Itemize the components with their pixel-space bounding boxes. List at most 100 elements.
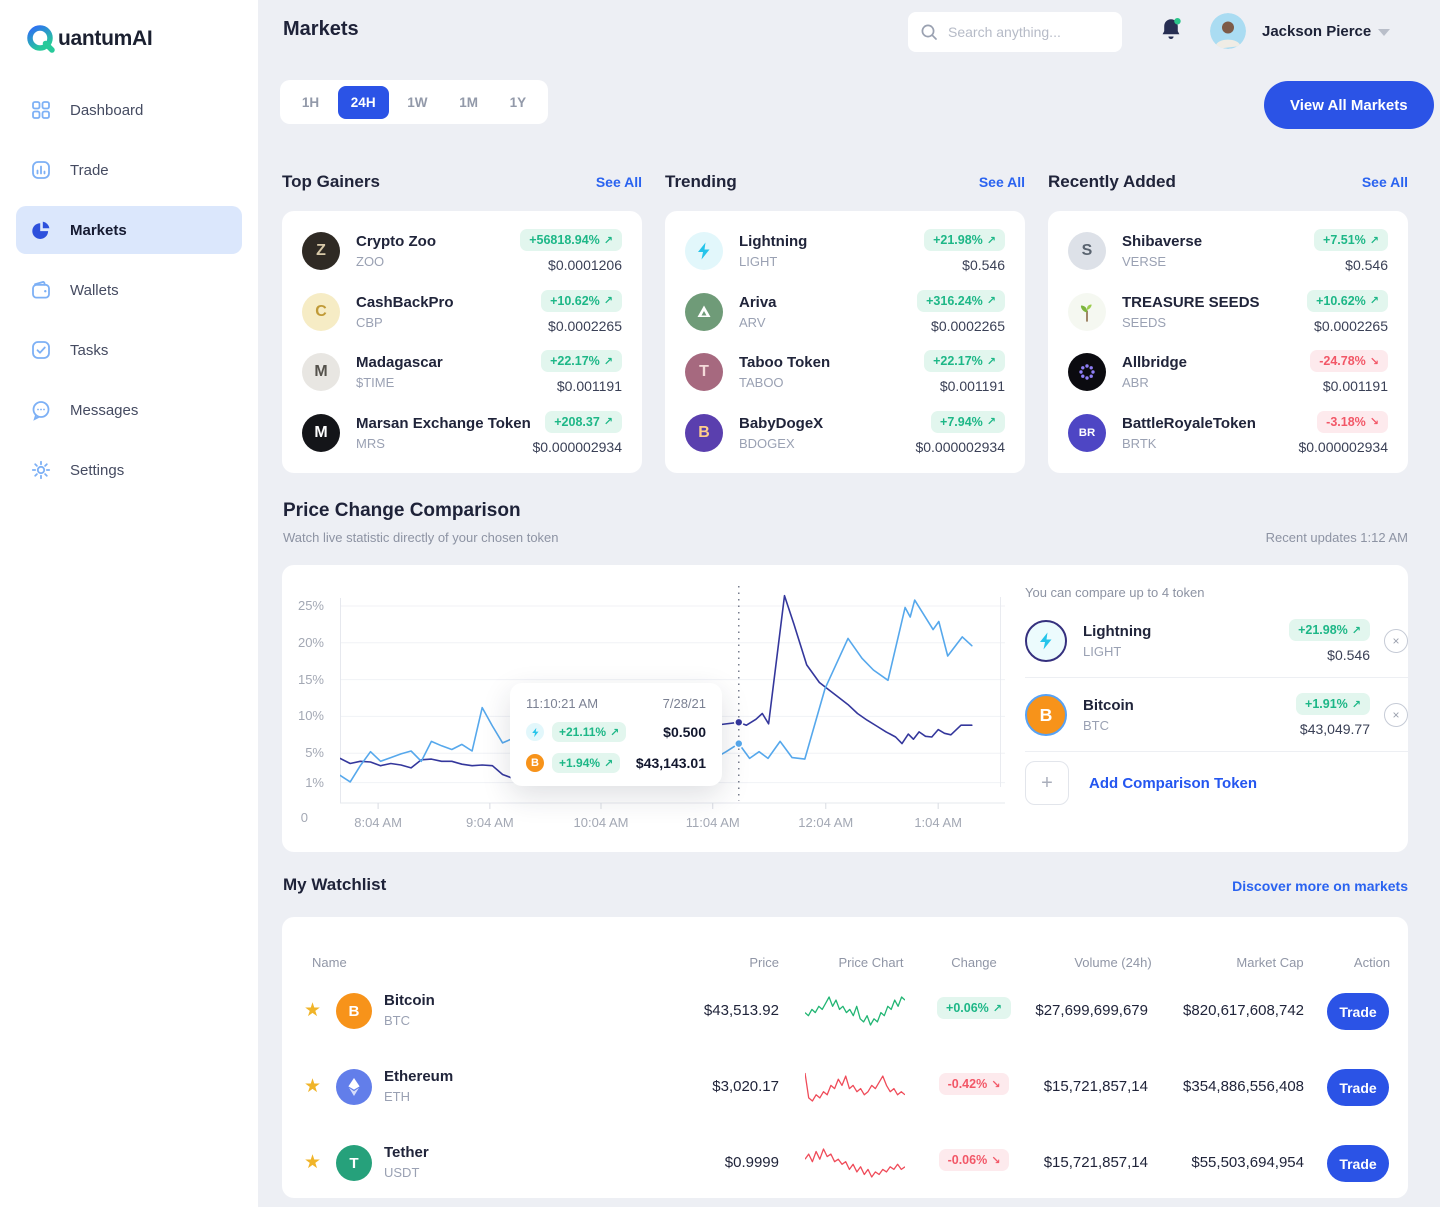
- token-symbol: SEEDS: [1122, 314, 1167, 330]
- token-price: $0.0002265: [931, 317, 1005, 334]
- chart-tooltip: 11:10:21 AM 7/28/21 +21.11% ↗ $0.500 B +1.94…: [510, 683, 722, 786]
- token-row[interactable]: Allbridge ABR -24.78% ↘ $0.001191: [1068, 342, 1388, 403]
- change-badge: +22.17% ↗: [541, 350, 622, 373]
- favorite-star-icon[interactable]: ★: [304, 1000, 322, 1021]
- plus-icon: +: [1025, 761, 1069, 805]
- tooltip-value: $43,143.01: [635, 755, 706, 771]
- sidebar-item-markets[interactable]: Markets: [16, 206, 242, 254]
- token-row[interactable]: Z Crypto Zoo ZOO +56818.94% ↗ $0.0001206: [302, 221, 622, 282]
- view-all-markets-button[interactable]: View All Markets: [1264, 81, 1434, 129]
- arrow-up-right-icon: ↗: [610, 726, 620, 739]
- compare-token-row: B Bitcoin BTC +1.91% ↗ $43,049.77 ×: [1025, 683, 1408, 747]
- token-symbol: BRTK: [1122, 435, 1157, 451]
- token-row[interactable]: M Marsan Exchange Token MRS +208.37 ↗ $0.0000…: [302, 403, 622, 464]
- token-name: Taboo Token: [739, 354, 831, 372]
- change-badge: +7.94% ↗: [931, 410, 1005, 433]
- markets-icon: [30, 219, 52, 241]
- token-symbol: LIGHT: [1083, 644, 1122, 659]
- token-list-card: Z Crypto Zoo ZOO +56818.94% ↗ $0.0001206 C Cash…: [282, 211, 642, 473]
- token-price: $0.001191: [1322, 378, 1388, 395]
- avatar[interactable]: [1210, 13, 1246, 49]
- tooltip-time: 11:10:21 AM: [526, 696, 599, 711]
- remove-token-button[interactable]: ×: [1384, 629, 1408, 653]
- sidebar-item-label: Trade: [70, 161, 109, 179]
- token-icon-letter: M: [302, 353, 340, 392]
- time-tab-1h[interactable]: 1H: [301, 94, 320, 110]
- arrow-up-right-icon: ↗: [603, 355, 613, 368]
- token-row[interactable]: Ariva ARV +316.24% ↗ $0.0002265: [685, 282, 1005, 343]
- column-header-market-cap: Market Cap: [1236, 955, 1304, 970]
- token-price: $43,049.77: [1299, 721, 1370, 737]
- arrow-up-right-icon: ↗: [986, 416, 996, 429]
- token-symbol: LIGHT: [739, 254, 778, 270]
- token-symbol: TABOO: [739, 375, 784, 391]
- watchlist-row-tether: ★ T Tether USDT $0.9999 -0.06% ↘ $15,721,857,14…: [282, 1125, 1408, 1201]
- arrow-up-right-icon: ↗: [604, 757, 614, 770]
- y-axis-label: 10%: [297, 708, 324, 724]
- see-all-link[interactable]: See All: [595, 174, 642, 190]
- token-symbol: BTC: [1083, 718, 1109, 733]
- column-header-name: Name: [312, 955, 347, 970]
- user-name[interactable]: Jackson Pierce: [1262, 23, 1372, 40]
- time-tab-24h[interactable]: 24H: [337, 85, 389, 119]
- arrow-up-right-icon: ↗: [986, 295, 996, 308]
- remove-token-button[interactable]: ×: [1384, 703, 1408, 727]
- sidebar-item-wallets[interactable]: Wallets: [16, 266, 242, 314]
- tooltip-row: +21.11% ↗ $0.500: [526, 722, 706, 742]
- see-all-link[interactable]: See All: [1361, 174, 1408, 190]
- add-comparison-token-button[interactable]: + Add Comparison Token: [1025, 761, 1257, 805]
- token-list-card: Lightning LIGHT +21.98% ↗ $0.546 Ariva ARV +316…: [665, 211, 1025, 473]
- token-icon-letter: M: [302, 413, 340, 452]
- chevron-down-icon[interactable]: [1378, 29, 1390, 36]
- notification-bell-icon[interactable]: [1158, 16, 1184, 49]
- sidebar-item-dashboard[interactable]: Dashboard: [16, 86, 242, 134]
- see-all-link[interactable]: See All: [978, 174, 1025, 190]
- search-input[interactable]: [946, 23, 1110, 41]
- volume-cell: $27,699,699,679: [1035, 1002, 1148, 1019]
- price-sparkline: [804, 993, 906, 1033]
- search-icon: [920, 23, 938, 41]
- time-tab-1w[interactable]: 1W: [407, 94, 428, 110]
- arrow-down-right-icon: ↘: [1369, 355, 1379, 368]
- column-header-price: Price: [749, 955, 779, 970]
- token-name: CashBackPro: [356, 293, 454, 311]
- trade-button[interactable]: Trade: [1327, 1145, 1389, 1182]
- token-row[interactable]: B BabyDogeX BDOGEX +7.94% ↗ $0.000002934: [685, 403, 1005, 464]
- time-tab-1m[interactable]: 1M: [459, 94, 478, 110]
- token-name: TREASURE SEEDS: [1122, 293, 1260, 311]
- favorite-star-icon[interactable]: ★: [304, 1152, 322, 1173]
- favorite-star-icon[interactable]: ★: [304, 1076, 322, 1097]
- trade-button[interactable]: Trade: [1327, 1069, 1389, 1106]
- token-name: BabyDogeX: [739, 414, 824, 432]
- token-row[interactable]: C CashBackPro CBP +10.62% ↗ $0.0002265: [302, 282, 622, 343]
- token-name: Ariva: [739, 293, 777, 311]
- token-name: Bitcoin: [384, 992, 435, 1009]
- token-row[interactable]: S Shibaverse VERSE +7.51% ↗ $0.546: [1068, 221, 1388, 282]
- token-icon-letter: BR: [1068, 413, 1106, 452]
- token-price: $0.001191: [556, 378, 622, 395]
- token-symbol: $TIME: [356, 375, 395, 391]
- sidebar-item-tasks[interactable]: Tasks: [16, 326, 242, 374]
- token-row[interactable]: T Taboo Token TABOO +22.17% ↗ $0.001191: [685, 342, 1005, 403]
- dashboard-icon: [30, 99, 52, 121]
- y-axis-label: 5%: [305, 745, 324, 761]
- arrow-up-right-icon: ↗: [986, 234, 996, 247]
- change-badge: -24.78% ↘: [1310, 350, 1388, 373]
- arrow-up-right-icon: ↗: [603, 234, 613, 247]
- sidebar-item-messages[interactable]: Messages: [16, 386, 242, 434]
- token-row[interactable]: M Madagascar $TIME +22.17% ↗ $0.001191: [302, 342, 622, 403]
- token-icon-ariva: [685, 292, 723, 331]
- change-cell: -0.42% ↘: [914, 1073, 1034, 1095]
- discover-more-link[interactable]: Discover more on markets: [1232, 878, 1408, 894]
- token-row[interactable]: BR BattleRoyaleToken BRTK -3.18% ↘ $0.0000029…: [1068, 403, 1388, 464]
- token-row[interactable]: TREASURE SEEDS SEEDS +10.62% ↗ $0.0002265: [1068, 282, 1388, 343]
- volume-cell: $15,721,857,14: [1043, 1078, 1148, 1095]
- time-tab-1y[interactable]: 1Y: [509, 94, 527, 110]
- sidebar-item-trade[interactable]: Trade: [16, 146, 242, 194]
- search-box[interactable]: [908, 12, 1122, 52]
- token-row[interactable]: Lightning LIGHT +21.98% ↗ $0.546: [685, 221, 1005, 282]
- token-price: $0.0002265: [548, 317, 622, 334]
- arrow-down-right-icon: ↘: [991, 1154, 1001, 1167]
- sidebar-item-settings[interactable]: Settings: [16, 446, 242, 494]
- trade-button[interactable]: Trade: [1327, 993, 1389, 1030]
